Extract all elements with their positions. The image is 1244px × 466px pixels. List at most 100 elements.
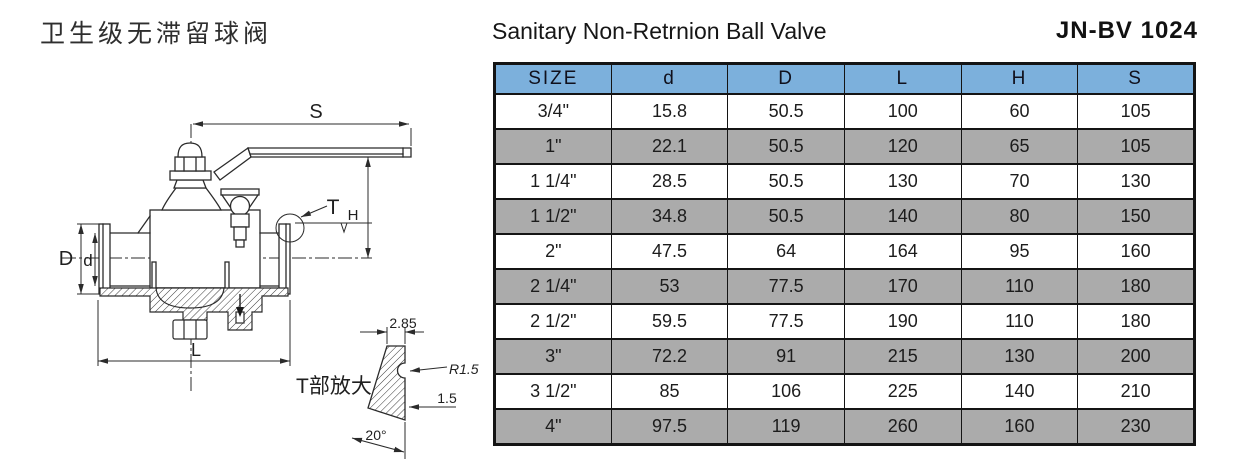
table-cell: 215 [843,338,962,375]
dimension-h [275,157,372,258]
dimension-big-d-label: D [59,248,73,270]
table-cell: 70 [960,163,1079,200]
table-cell: 106 [727,373,845,410]
table-cell: 80 [960,198,1079,235]
table-row: 3" 72.2 91 215 130 200 [494,338,1195,375]
table-cell: 34.8 [610,198,729,235]
column-header: L [843,63,962,95]
table-cell: 28.5 [610,163,729,200]
table-cell: 164 [843,233,962,270]
detail-thickness-label: 1.5 [437,390,457,406]
table-cell: 180 [1077,268,1195,305]
table-cell: 160 [1077,233,1195,270]
table-cell: 22.1 [610,128,729,165]
table-cell: 53 [610,268,729,305]
detail-radius-label: R1.5 [449,361,479,377]
table-cell: 50.5 [727,93,845,130]
detail-wedge [367,345,406,421]
table-row: 1 1/4" 28.5 50.5 130 70 130 [494,163,1195,200]
table-row: 2 1/2" 59.5 77.5 190 110 180 [494,303,1195,340]
table-row: 2" 47.5 64 164 95 160 [494,233,1195,270]
table-cell: 59.5 [610,303,729,340]
handle-bar [247,147,412,158]
table-cell: 140 [843,198,962,235]
table-cell: 2 1/4" [494,268,612,305]
table-cell: 15.8 [610,93,729,130]
stem-and-handle [161,142,412,211]
table-cell: 200 [1077,338,1195,375]
table-cell: 110 [960,303,1079,340]
table-cell: 1 1/2" [494,198,612,235]
product-title-english: Sanitary Non-Retrnion Ball Valve [492,18,827,44]
body-cross-section [99,287,289,340]
detail-angle-label: 20° [365,427,386,443]
model-number: JN-BV 1024 [1055,17,1198,44]
table-cell: 100 [843,93,962,130]
table-cell: 77.5 [727,303,845,340]
table-cell: 230 [1077,408,1195,446]
table-cell: 47.5 [610,233,729,270]
stem-washer [169,170,212,181]
table-cell: 130 [960,338,1079,375]
table-row: 1" 22.1 50.5 120 65 105 [494,128,1195,165]
ball [155,287,225,309]
table-cell: 3 1/2" [494,373,612,410]
table-cell: 50.5 [727,198,845,235]
spec-table-header-row: SIZE d D L H S [494,63,1195,95]
table-cell: 110 [960,268,1079,305]
drain-nut [172,319,208,340]
table-row: 1 1/2" 34.8 50.5 140 80 150 [494,198,1195,235]
valve-body [98,209,291,295]
table-cell: 180 [1077,303,1195,340]
table-cell: 130 [1077,163,1195,200]
table-cell: 2 1/2" [494,303,612,340]
table-cell: 150 [1077,198,1195,235]
table-cell: 140 [960,373,1079,410]
table-cell: 190 [843,303,962,340]
table-row: 3 1/2" 85 106 225 140 210 [494,373,1195,410]
table-cell: 95 [960,233,1079,270]
table-cell: 105 [1077,128,1195,165]
detail-view: T部放大 2.85 R1.5 1.5 20° [296,315,479,459]
table-cell: 130 [843,163,962,200]
table-cell: 65 [960,128,1079,165]
table-cell: 64 [727,233,845,270]
column-header: H [960,63,1079,95]
table-cell: 225 [843,373,962,410]
dimension-s-label: S [309,101,322,123]
table-cell: 50.5 [727,163,845,200]
dimension-h-label: H [348,207,359,224]
table-cell: 210 [1077,373,1195,410]
product-title-chinese: 卫生级无滞留球阀 [40,19,273,48]
table-cell: 1" [494,128,612,165]
dimension-l-label: L [191,340,201,360]
spec-table-body: 3/4" 15.8 50.5 100 60 105 1" 22.1 50.5 120 65 105 1 … [494,93,1195,446]
table-cell: 2" [494,233,612,270]
dimension-small-d-label: d [83,251,92,270]
table-cell: 50.5 [727,128,845,165]
stem-nut [174,156,206,172]
dimension-d [77,223,99,295]
table-cell: 77.5 [727,268,845,305]
table-cell: 91 [727,338,845,375]
stem-cap [177,142,203,158]
weld-mark [340,222,348,234]
table-cell: 260 [843,408,962,446]
table-cell: 4" [494,408,612,446]
table-cell: 3/4" [494,93,612,130]
table-cell: 119 [727,408,845,446]
column-header: SIZE [494,63,612,95]
table-cell: 3" [494,338,612,375]
table-row: 4" 97.5 119 260 160 230 [494,408,1195,446]
table-cell: 60 [960,93,1079,130]
table-cell: 1 1/4" [494,163,612,200]
table-cell: 97.5 [610,408,729,446]
handle-arm [213,146,252,181]
valve-technical-drawing: S T H D d L [59,101,479,459]
table-row: 2 1/4" 53 77.5 170 110 180 [494,268,1195,305]
table-cell: 105 [1077,93,1195,130]
dimension-l [97,300,291,366]
table-row: 3/4" 15.8 50.5 100 60 105 [494,93,1195,130]
column-header: d [610,63,729,95]
